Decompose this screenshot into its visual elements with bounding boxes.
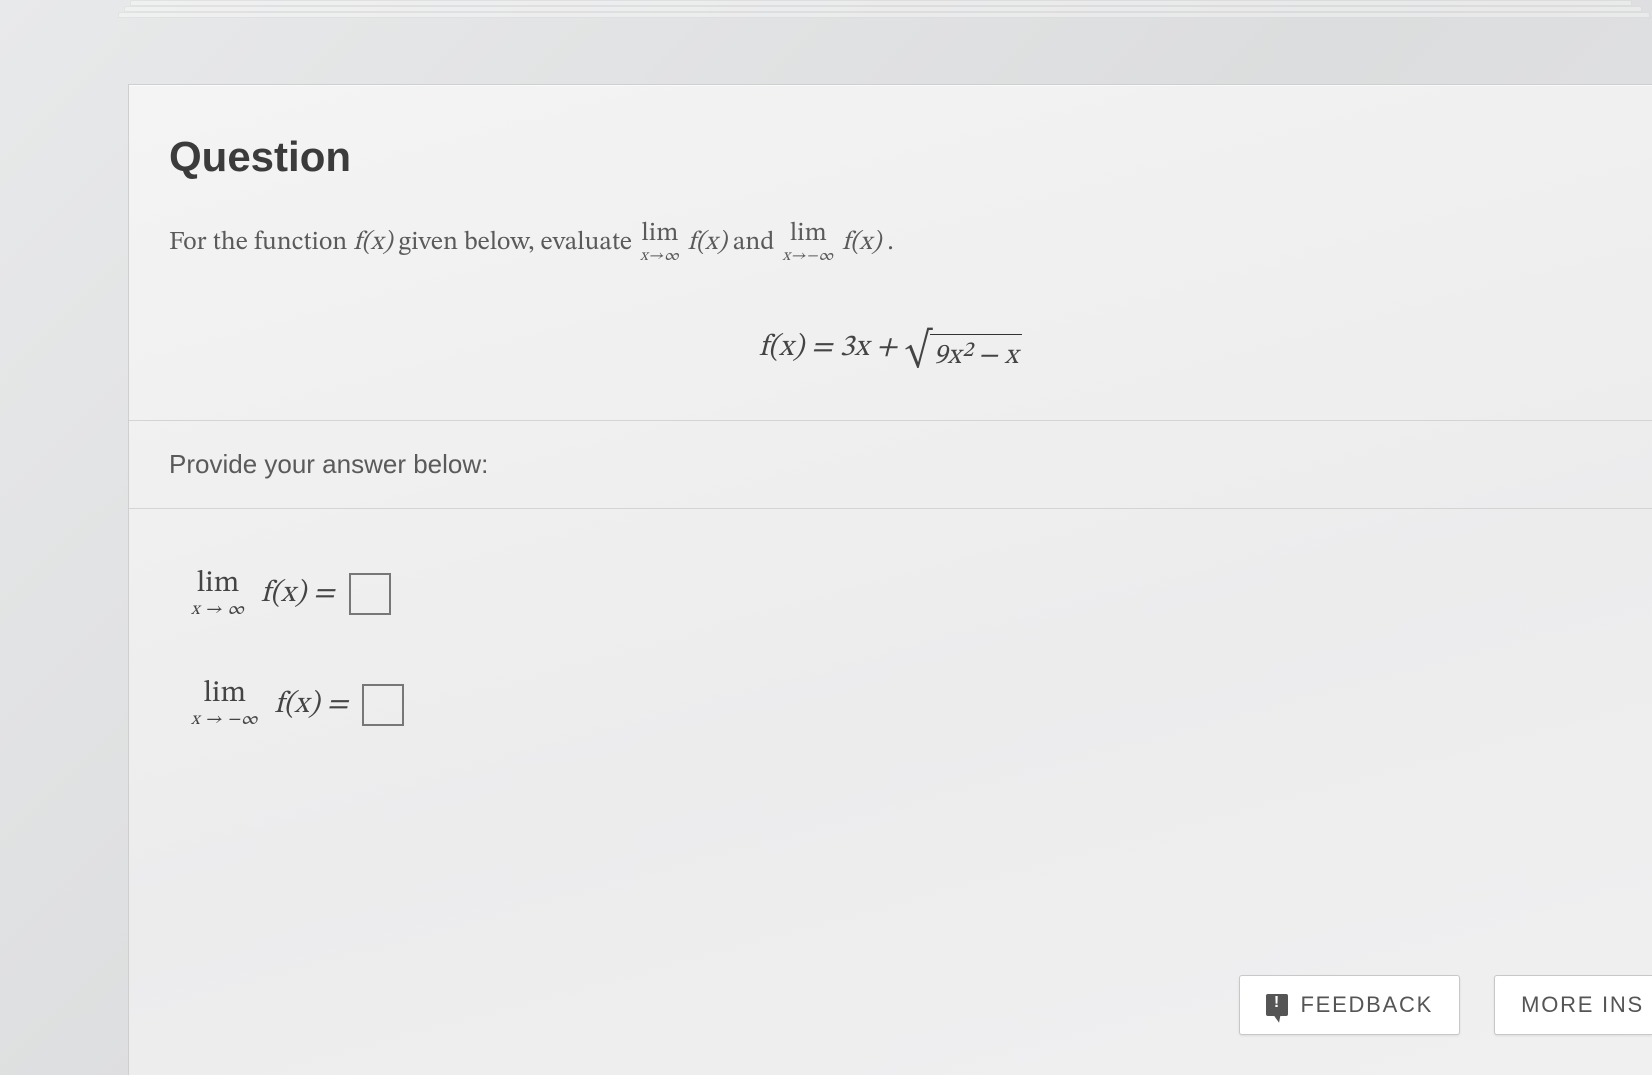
lim-text: lim — [783, 221, 835, 248]
question-prompt: For the function f(x) given below, evalu… — [129, 201, 1652, 305]
lim-text: lim — [191, 569, 245, 601]
formula-lhs: f(x) = 3x + — [759, 333, 905, 363]
stacked-tabs — [120, 0, 1652, 24]
lim-subscript: x→−∞ — [783, 248, 835, 265]
answer-prompt: Provide your answer below: — [129, 421, 1652, 508]
lim-subscript: x → −∞ — [191, 711, 259, 730]
footer-buttons: FEEDBACK MORE INS — [1239, 975, 1652, 1035]
limit-pos: lim x → ∞ — [191, 569, 245, 619]
feedback-label: FEEDBACK — [1300, 992, 1433, 1018]
prompt-and: and — [733, 230, 781, 256]
radicand: 9x² − x — [930, 334, 1022, 374]
lim-subscript: x → ∞ — [191, 601, 245, 620]
sqrt-expr: √9x² − x — [905, 334, 1022, 374]
prompt-text-mid: given below, evaluate — [399, 230, 639, 256]
more-label: MORE INS — [1521, 992, 1644, 1018]
answer-row-pos-inf: lim x → ∞ f(x) = — [189, 569, 1592, 619]
prompt-end: . — [887, 230, 893, 256]
limit-1-arg: f(x) — [688, 230, 727, 256]
answer-row-neg-inf: lim x → −∞ f(x) = — [189, 679, 1592, 729]
more-instructions-button[interactable]: MORE INS — [1494, 975, 1652, 1035]
question-heading: Question — [169, 133, 1612, 181]
lim-subscript: x→∞ — [640, 248, 680, 265]
fx-equals: f(x) = — [261, 575, 335, 613]
radical-icon: √ — [905, 334, 932, 374]
feedback-button[interactable]: FEEDBACK — [1239, 975, 1460, 1035]
function-formula: f(x) = 3x + √9x² − x — [129, 305, 1652, 420]
limit-2: lim x→−∞ — [783, 221, 835, 265]
limit-neg: lim x → −∞ — [191, 679, 259, 729]
limit-1: lim x→∞ — [640, 221, 680, 265]
prompt-text-prefix: For the function — [169, 230, 353, 256]
answer-input-neg-inf[interactable] — [362, 684, 404, 726]
lim-text: lim — [191, 679, 259, 711]
limit-2-arg: f(x) — [842, 230, 881, 256]
question-card: Question For the function f(x) given bel… — [128, 84, 1652, 1075]
fn-name: f(x) — [353, 230, 392, 256]
lim-text: lim — [640, 221, 680, 248]
feedback-icon — [1266, 994, 1288, 1016]
answer-input-pos-inf[interactable] — [349, 573, 391, 615]
answer-area: lim x → ∞ f(x) = lim x → −∞ f(x) = — [129, 509, 1652, 830]
fx-equals: f(x) = — [275, 686, 349, 724]
question-header: Question — [129, 85, 1652, 201]
